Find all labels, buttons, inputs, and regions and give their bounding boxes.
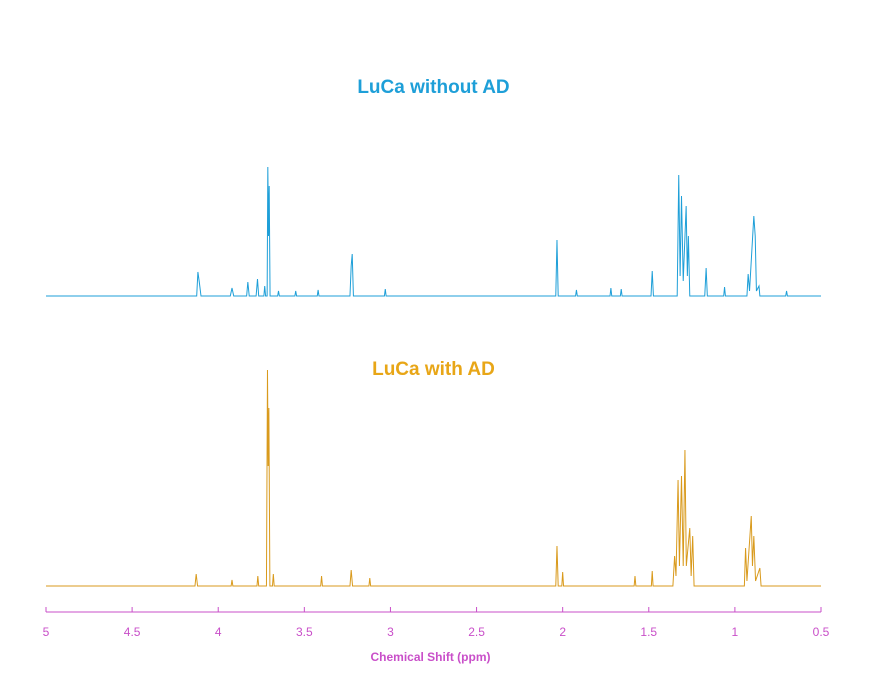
- x-tick-label: 3.5: [296, 625, 313, 639]
- x-tick-label: 2.5: [468, 625, 485, 639]
- spectrum-line: [46, 369, 821, 587]
- x-tick-label: 4.5: [124, 625, 141, 639]
- chart-title: LuCa with AD: [372, 359, 495, 380]
- chart-title: LuCa without AD: [357, 77, 509, 98]
- x-tick-label: 0.5: [813, 625, 830, 639]
- spectrum-line: [46, 166, 821, 297]
- x-axis-label: Chemical Shift (ppm): [370, 650, 490, 664]
- x-tick-label: 2: [559, 625, 566, 639]
- x-tick-label: 5: [43, 625, 50, 639]
- x-tick-label: 1: [732, 625, 739, 639]
- x-tick-label: 1.5: [640, 625, 657, 639]
- x-tick-label: 4: [215, 625, 222, 639]
- x-tick-label: 3: [387, 625, 394, 639]
